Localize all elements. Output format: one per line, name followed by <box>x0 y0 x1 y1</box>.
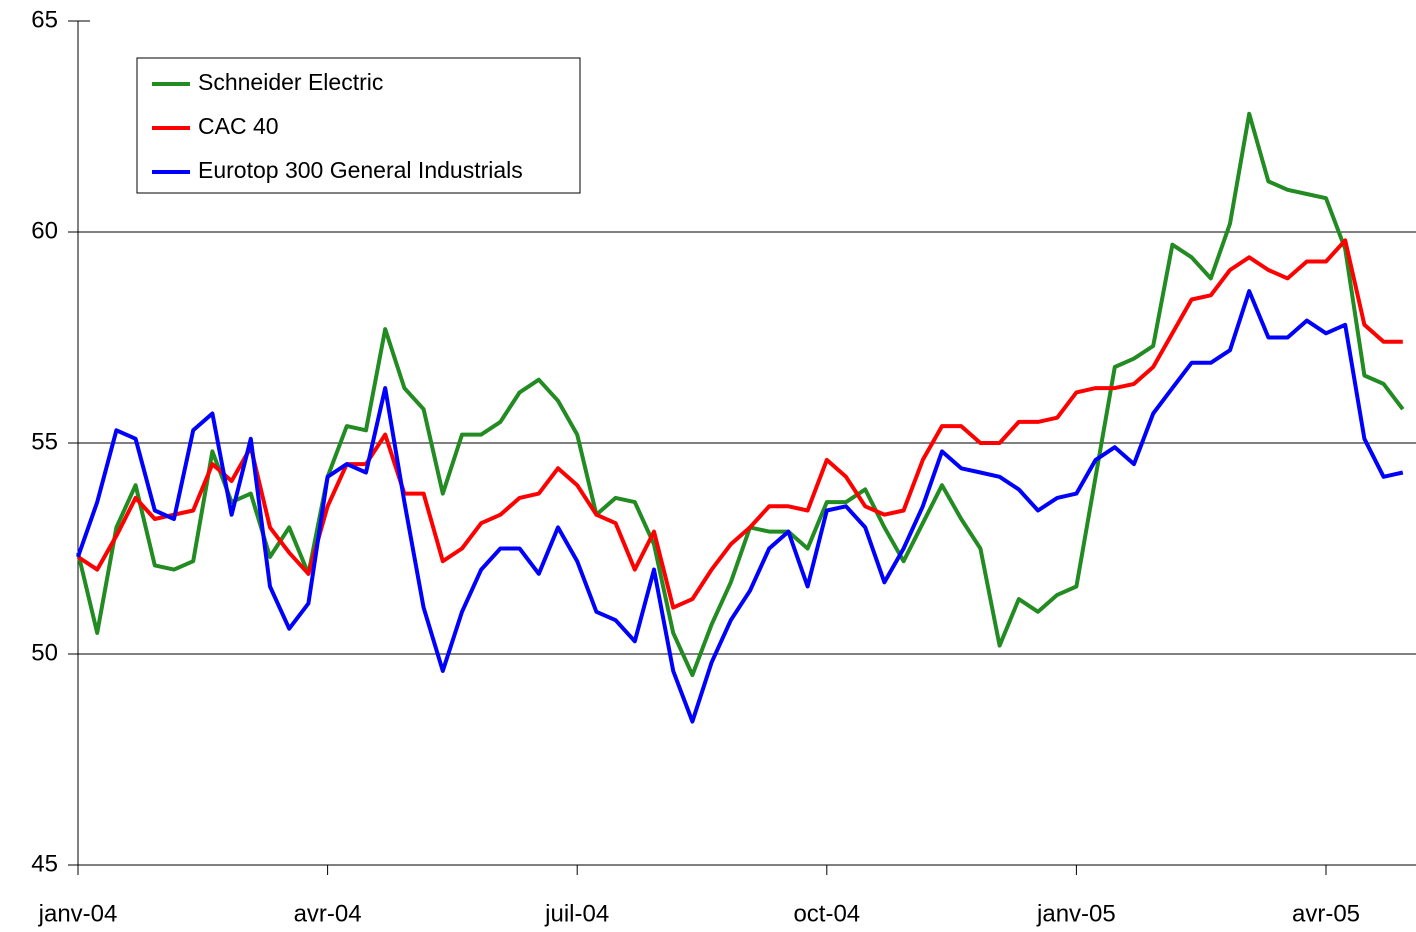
legend-box <box>136 57 581 194</box>
series-line <box>76 111 1405 678</box>
x-tick-label: avr-05 <box>1292 900 1360 927</box>
x-tick-label: janv-05 <box>1036 900 1116 927</box>
series-line <box>76 238 1403 610</box>
series-line <box>76 289 1404 724</box>
x-tick-label: avr-04 <box>294 900 362 927</box>
x-tick-label: oct-04 <box>793 900 860 927</box>
y-tick-label: 65 <box>31 6 58 33</box>
legend-label: CAC 40 <box>198 113 279 139</box>
legend-label: Schneider Electric <box>198 69 383 95</box>
y-tick-label: 60 <box>31 217 58 244</box>
y-tick-label: 45 <box>31 850 58 877</box>
y-tick-label: 55 <box>31 428 58 455</box>
legend: Schneider Electric CAC 40 Eurotop 300 Gene… <box>136 57 581 194</box>
y-tick-label: 50 <box>31 639 58 666</box>
x-tick-label: juil-04 <box>544 900 609 927</box>
legend-label: Eurotop 300 General Industrials <box>198 157 523 183</box>
x-tick-label: janv-04 <box>38 900 118 927</box>
